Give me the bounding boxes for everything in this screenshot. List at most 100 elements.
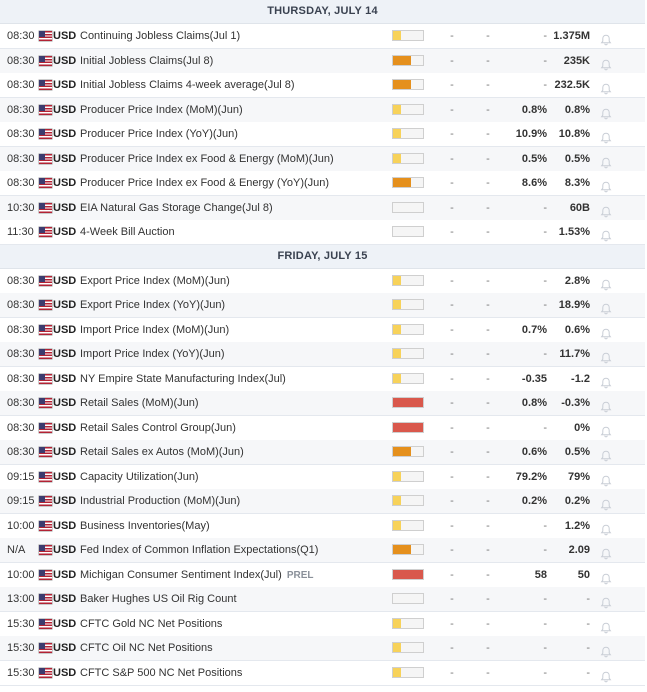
importance-fill xyxy=(393,56,411,65)
event-name[interactable]: Producer Price Index ex Food & Energy (M… xyxy=(80,147,380,171)
event-row[interactable]: 08:30 USD Initial Jobless Claims 4-week av… xyxy=(0,73,645,98)
event-row[interactable]: 10:00 USD Michigan Consumer Sentiment Inde… xyxy=(0,563,645,588)
event-name[interactable]: Import Price Index (MoM)(Jun) xyxy=(80,318,380,342)
event-name[interactable]: 4-Week Bill Auction xyxy=(80,220,380,244)
event-name[interactable]: Import Price Index (YoY)(Jun) xyxy=(80,342,380,366)
importance-bar xyxy=(392,520,424,531)
event-row[interactable]: 08:30 USD Producer Price Index ex Food & E… xyxy=(0,147,645,172)
event-row[interactable]: 13:00 USD Baker Hughes US Oil Rig Count - - -… xyxy=(0,587,645,612)
bell-icon[interactable] xyxy=(598,227,614,242)
bell-icon[interactable] xyxy=(598,154,614,169)
event-name[interactable]: Continuing Jobless Claims(Jul 1) xyxy=(80,24,380,48)
event-name[interactable]: Producer Price Index (MoM)(Jun) xyxy=(80,98,380,122)
event-name[interactable]: CFTC Oil NC Net Positions xyxy=(80,636,380,660)
event-row[interactable]: 08:30 USD NY Empire State Manufacturing In… xyxy=(0,367,645,392)
bell-icon[interactable] xyxy=(598,129,614,144)
event-name[interactable]: Export Price Index (MoM)(Jun) xyxy=(80,269,380,293)
event-name[interactable]: Retail Sales ex Autos (MoM)(Jun) xyxy=(80,440,380,464)
event-row[interactable]: 10:00 USD Business Inventories(May) - - - 1.2% xyxy=(0,514,645,539)
bell-icon[interactable] xyxy=(598,276,614,291)
event-row[interactable]: 08:30 USD Export Price Index (YoY)(Jun) - - -… xyxy=(0,293,645,318)
bell-icon[interactable] xyxy=(598,398,614,413)
bell-icon[interactable] xyxy=(598,325,614,340)
bell-icon[interactable] xyxy=(598,570,614,585)
event-deviation: - xyxy=(486,520,490,532)
us-flag-icon xyxy=(39,521,52,531)
event-name[interactable]: Industrial Production (MoM)(Jun) xyxy=(80,489,380,513)
event-row[interactable]: 08:30 USD Producer Price Index (YoY)(Jun) -… xyxy=(0,122,645,147)
event-row[interactable]: 08:30 USD Initial Jobless Claims(Jul 8) - - -… xyxy=(0,49,645,74)
event-row[interactable]: 11:30 USD 4-Week Bill Auction - - -1.53% xyxy=(0,220,645,245)
event-name[interactable]: Baker Hughes US Oil Rig Count xyxy=(80,587,380,611)
event-row[interactable]: 08:30 USD Retail Sales Control Group(Jun) -… xyxy=(0,416,645,441)
event-time: 10:00 xyxy=(7,569,35,581)
event-consensus: 0.8% xyxy=(521,104,547,116)
event-deviation: - xyxy=(486,667,490,679)
bell-icon[interactable] xyxy=(598,374,614,389)
event-row[interactable]: 08:30 USD Import Price Index (MoM)(Jun) - - 0… xyxy=(0,318,645,343)
bell-icon[interactable] xyxy=(598,521,614,536)
event-deviation: - xyxy=(486,593,490,605)
bell-icon[interactable] xyxy=(598,496,614,511)
event-row[interactable]: 15:30 USD CFTC Gold NC Net Positions - - - - xyxy=(0,612,645,637)
event-consensus: 0.5% xyxy=(521,153,547,165)
event-row[interactable]: N/A USD Fed Index of Common Inflation Expe… xyxy=(0,538,645,563)
event-consensus: - xyxy=(543,348,547,360)
bell-icon[interactable] xyxy=(598,80,614,95)
event-row[interactable]: 08:30 USD Producer Price Index (MoM)(Jun) -… xyxy=(0,98,645,123)
bell-icon[interactable] xyxy=(598,447,614,462)
event-name[interactable]: CFTC S&P 500 NC Net Positions xyxy=(80,661,380,685)
event-row[interactable]: 08:30 USD Retail Sales (MoM)(Jun) - - 0.8% -0.… xyxy=(0,391,645,416)
bell-icon[interactable] xyxy=(598,619,614,634)
us-flag-icon xyxy=(39,300,52,310)
event-consensus: 58 xyxy=(534,569,547,581)
event-name[interactable]: Initial Jobless Claims(Jul 8) xyxy=(80,49,380,73)
event-name[interactable]: Retail Sales Control Group(Jun) xyxy=(80,416,380,440)
bell-icon[interactable] xyxy=(598,594,614,609)
event-actual: - xyxy=(450,299,454,311)
event-name[interactable]: Retail Sales (MoM)(Jun) xyxy=(80,391,380,415)
event-row[interactable]: 09:15 USD Industrial Production (MoM)(Jun)… xyxy=(0,489,645,514)
event-row[interactable]: 08:30 USD Export Price Index (MoM)(Jun) - - -… xyxy=(0,269,645,294)
day-header: THURSDAY, JULY 14 xyxy=(0,0,645,24)
event-name[interactable]: Producer Price Index (YoY)(Jun) xyxy=(80,122,380,146)
event-previous: - xyxy=(586,593,590,605)
event-name[interactable]: Fed Index of Common Inflation Expectatio… xyxy=(80,538,380,562)
bell-icon[interactable] xyxy=(598,423,614,438)
bell-icon[interactable] xyxy=(598,349,614,364)
bell-icon[interactable] xyxy=(598,56,614,71)
bell-icon[interactable] xyxy=(598,105,614,120)
event-row[interactable]: 15:30 USD CFTC Oil NC Net Positions - - - - xyxy=(0,636,645,661)
bell-icon[interactable] xyxy=(598,472,614,487)
event-name[interactable]: NY Empire State Manufacturing Index(Jul) xyxy=(80,367,380,391)
bell-icon[interactable] xyxy=(598,668,614,683)
event-name[interactable]: Export Price Index (YoY)(Jun) xyxy=(80,293,380,317)
event-name[interactable]: Initial Jobless Claims 4-week average(Ju… xyxy=(80,73,380,97)
event-row[interactable]: 08:30 USD Retail Sales ex Autos (MoM)(Jun)… xyxy=(0,440,645,465)
event-name[interactable]: EIA Natural Gas Storage Change(Jul 8) xyxy=(80,196,380,220)
event-name[interactable]: CFTC Gold NC Net Positions xyxy=(80,612,380,636)
bell-icon[interactable] xyxy=(598,643,614,658)
event-deviation: - xyxy=(486,202,490,214)
event-name[interactable]: Capacity Utilization(Jun) xyxy=(80,465,380,489)
event-row[interactable]: 09:15 USD Capacity Utilization(Jun) - - 79.2%… xyxy=(0,465,645,490)
bell-icon[interactable] xyxy=(598,31,614,46)
event-name-text: Producer Price Index (YoY)(Jun) xyxy=(80,128,238,140)
event-name-text: Producer Price Index ex Food & Energy (M… xyxy=(80,153,334,165)
event-name[interactable]: Producer Price Index ex Food & Energy (Y… xyxy=(80,171,380,195)
bell-icon[interactable] xyxy=(598,178,614,193)
event-row[interactable]: 08:30 USD Continuing Jobless Claims(Jul 1)… xyxy=(0,24,645,49)
bell-icon[interactable] xyxy=(598,545,614,560)
bell-icon[interactable] xyxy=(598,203,614,218)
event-name[interactable]: Business Inventories(May) xyxy=(80,514,380,538)
event-row[interactable]: 10:30 USD EIA Natural Gas Storage Change(J… xyxy=(0,196,645,221)
event-row[interactable]: 15:30 USD CFTC S&P 500 NC Net Positions - - -… xyxy=(0,661,645,686)
event-name[interactable]: Michigan Consumer Sentiment Index(Jul) P… xyxy=(80,563,380,587)
event-time: 15:30 xyxy=(7,642,35,654)
event-currency: USD xyxy=(53,348,77,360)
event-time: N/A xyxy=(7,544,26,556)
importance-bar xyxy=(392,495,424,506)
event-row[interactable]: 08:30 USD Import Price Index (YoY)(Jun) - - -… xyxy=(0,342,645,367)
event-row[interactable]: 08:30 USD Producer Price Index ex Food & E… xyxy=(0,171,645,196)
bell-icon[interactable] xyxy=(598,300,614,315)
